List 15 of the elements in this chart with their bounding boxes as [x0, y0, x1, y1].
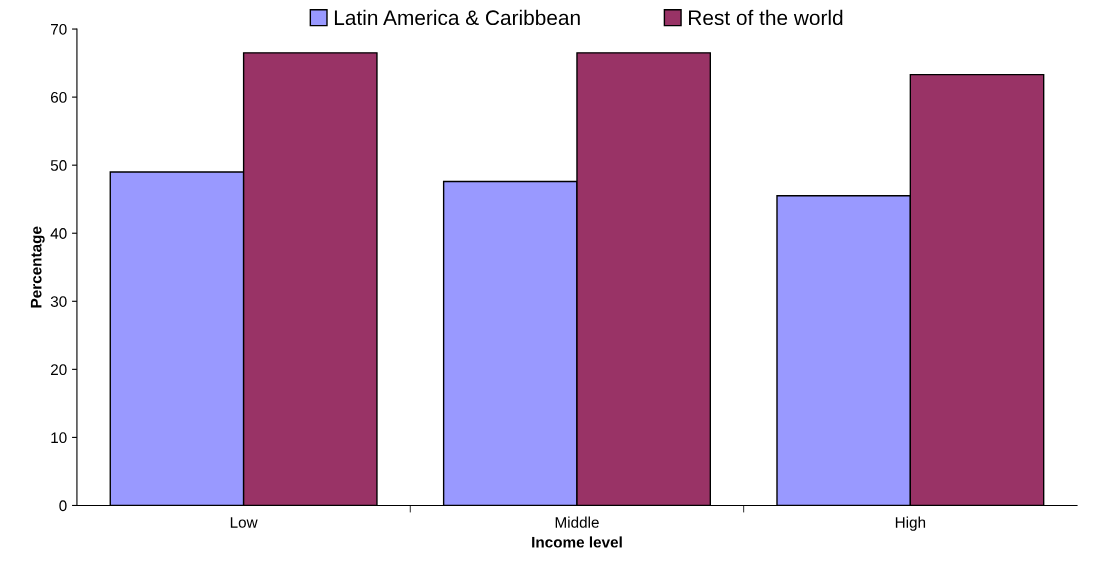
- y-tick-label: 0: [59, 500, 67, 512]
- y-tick-label: 40: [50, 228, 67, 239]
- x-tick-label: High: [895, 516, 926, 531]
- x-tick-label: Middle: [555, 516, 599, 528]
- legend-label: Latin America & Caribbean: [334, 9, 580, 26]
- y-tick-label: 30: [50, 296, 67, 307]
- y-tick-label: 50: [50, 160, 67, 171]
- legend-label: Rest of the world: [689, 9, 843, 26]
- y-tick-label: 60: [50, 91, 67, 103]
- y-tick-label: 10: [51, 432, 67, 444]
- y-tick-label: 20: [50, 364, 67, 376]
- x-tick-label: Low: [230, 517, 258, 528]
- y-tick-label: 70: [51, 23, 67, 35]
- x-axis-title: Income level: [532, 536, 622, 548]
- y-axis-title: Percentage: [30, 226, 45, 308]
